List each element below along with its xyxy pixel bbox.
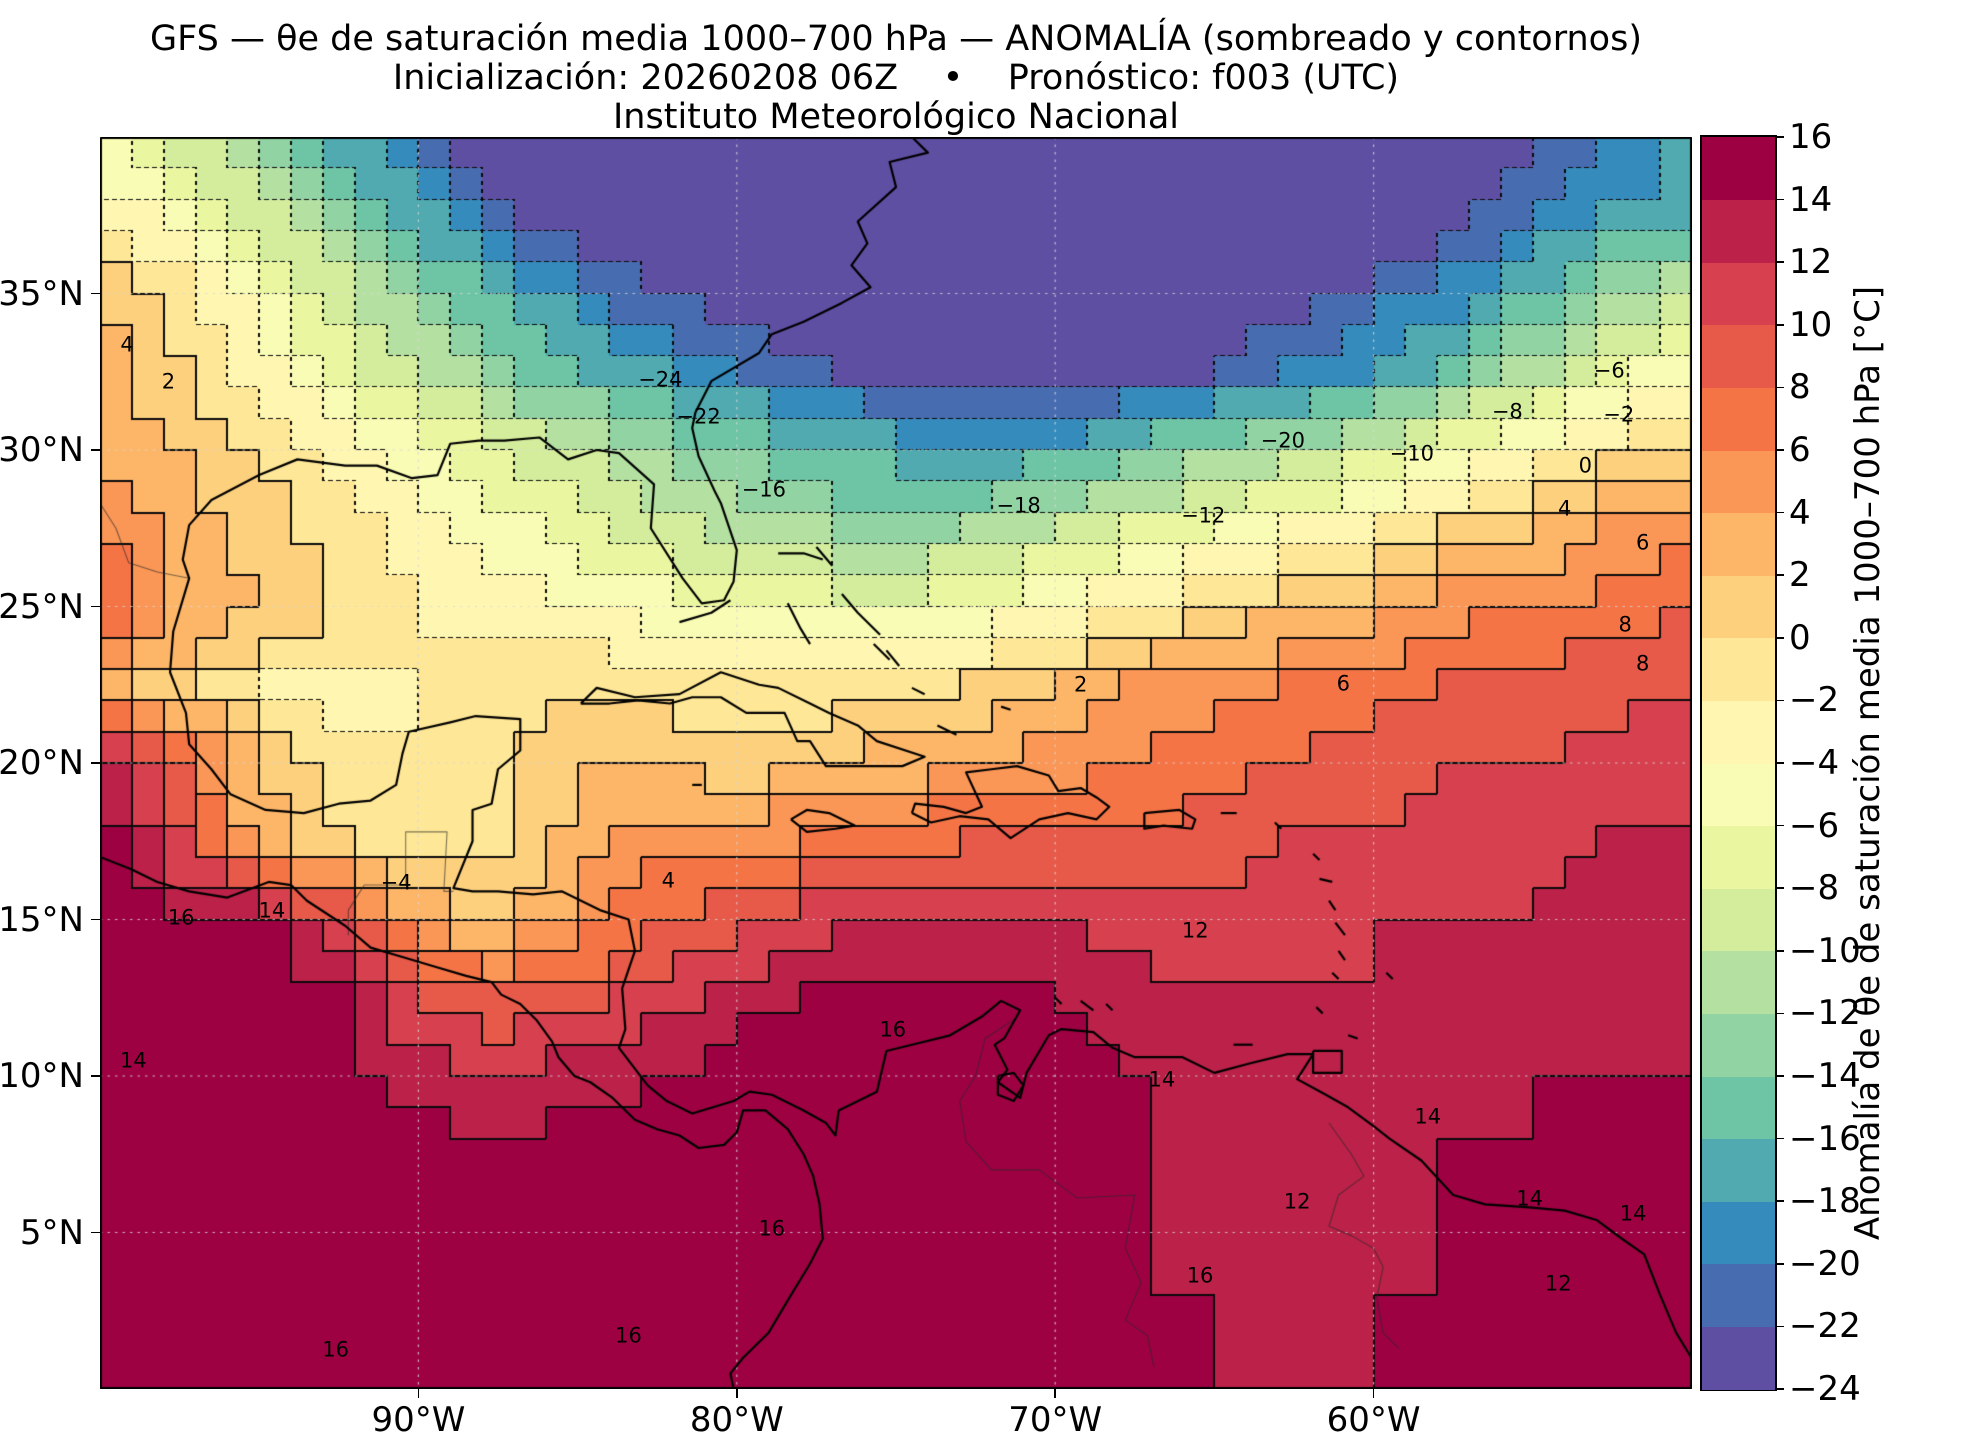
y-tick-label: 10°N [0,1056,84,1096]
y-tick-mark [91,605,100,608]
colorbar-band [1702,1013,1775,1077]
colorbar-tick-mark [1775,824,1784,827]
colorbar-tick-mark [1775,1388,1784,1390]
colorbar-band [1702,825,1775,889]
colorbar-tick-mark [1775,762,1784,764]
y-tick-label: 30°N [0,430,84,470]
colorbar-band [1702,1138,1775,1202]
colorbar-tick-label: 10 [1789,304,1833,345]
y-tick-mark [91,449,100,451]
colorbar-band [1702,262,1775,326]
colorbar-band [1702,324,1775,388]
colorbar-tick-mark [1775,386,1784,389]
chart-titles: GFS — θe de saturación media 1000–700 hP… [100,20,1692,137]
colorbar-tick-mark [1775,449,1784,451]
colorbar-tick-label: −16 [1789,1118,1861,1159]
y-tick-mark [91,1231,100,1234]
colorbar-tick-label: −22 [1789,1306,1861,1347]
colorbar-tick-label: 14 [1789,179,1833,220]
colorbar-band [1702,199,1775,263]
y-tick-mark [91,918,100,921]
y-tick-label: 35°N [0,273,84,314]
colorbar-tick-label: 16 [1789,117,1833,157]
x-tick-mark [1372,1389,1375,1398]
colorbar-band [1702,1076,1775,1140]
colorbar-band [1702,637,1775,701]
y-tick-label: 15°N [0,899,84,940]
colorbar-tick-mark [1775,261,1784,263]
x-tick-label: 60°W [1326,1400,1421,1440]
y-tick-label: 20°N [0,743,84,783]
colorbar-band [1702,1201,1775,1265]
colorbar-tick-label: −8 [1789,868,1840,909]
chart-subtitle: Inicialización: 20260208 06Z • Pronóstic… [392,58,1400,98]
colorbar-tick-label: −10 [1789,930,1861,971]
colorbar-tick-mark [1775,574,1784,576]
x-tick-mark [1054,1389,1056,1398]
colorbar [1700,135,1777,1391]
colorbar-tick-mark [1775,1263,1784,1265]
x-tick-mark [417,1389,420,1398]
chart-title: GFS — θe de saturación media 1000–700 hP… [150,19,1642,59]
colorbar-tick-label: −24 [1789,1369,1861,1409]
y-tick-mark [91,762,100,764]
colorbar-band [1702,450,1775,514]
colorbar-band [1702,700,1775,764]
colorbar-tick-label: −2 [1789,680,1840,721]
colorbar-band [1702,387,1775,451]
y-tick-mark [91,292,100,295]
colorbar-tick-mark [1775,324,1784,326]
map-canvas [100,137,1692,1389]
colorbar-tick-mark [1775,699,1784,702]
map-plot-area: 4 2 −24 −22 −16 −18 −20 −12 −10 −8 −6 −2 0 4 6 2 6 8 8 −4 4 1… [100,137,1692,1389]
colorbar-band [1702,1326,1775,1390]
colorbar-band [1702,575,1775,639]
y-tick-label: 25°N [0,586,84,627]
colorbar-tick-mark [1775,637,1784,639]
colorbar-tick-mark [1775,1137,1784,1140]
colorbar-tick-mark [1775,198,1784,201]
colorbar-tick-label: −6 [1789,805,1840,846]
colorbar-tick-mark [1775,511,1784,514]
colorbar-tick-label: −4 [1789,743,1840,783]
x-tick-mark [736,1389,738,1398]
x-tick-label: 80°W [689,1400,784,1440]
colorbar-tick-mark [1775,136,1784,138]
chart-credit: Instituto Meteorológico Nacional [612,97,1179,137]
colorbar-band [1702,512,1775,576]
colorbar-tick-label: −12 [1789,993,1861,1034]
colorbar-tick-mark [1775,1325,1784,1328]
colorbar-band [1702,137,1775,201]
colorbar-tick-mark [1775,950,1784,952]
colorbar-band [1702,763,1775,827]
colorbar-label: Anomalía de θe de saturación media 1000–… [1848,285,1888,1241]
x-tick-label: 70°W [1008,1400,1103,1440]
colorbar-tick-mark [1775,1200,1784,1202]
colorbar-tick-label: 12 [1789,242,1833,283]
colorbar-tick-label: 6 [1789,430,1811,470]
colorbar-tick-label: 2 [1789,555,1811,596]
y-tick-label: 5°N [19,1212,84,1253]
colorbar-tick-label: 8 [1789,367,1811,408]
colorbar-band [1702,888,1775,952]
colorbar-tick-mark [1775,1012,1784,1015]
colorbar-tick-label: −20 [1789,1243,1861,1284]
colorbar-tick-label: 4 [1789,492,1811,533]
colorbar-tick-label: 0 [1789,617,1811,658]
colorbar-tick-mark [1775,887,1784,889]
colorbar-tick-mark [1775,1075,1784,1077]
colorbar-band [1702,950,1775,1014]
x-tick-label: 90°W [371,1400,466,1440]
y-tick-mark [91,1075,100,1077]
colorbar-tick-label: −18 [1789,1181,1861,1222]
colorbar-band [1702,1263,1775,1327]
colorbar-tick-label: −14 [1789,1056,1861,1096]
